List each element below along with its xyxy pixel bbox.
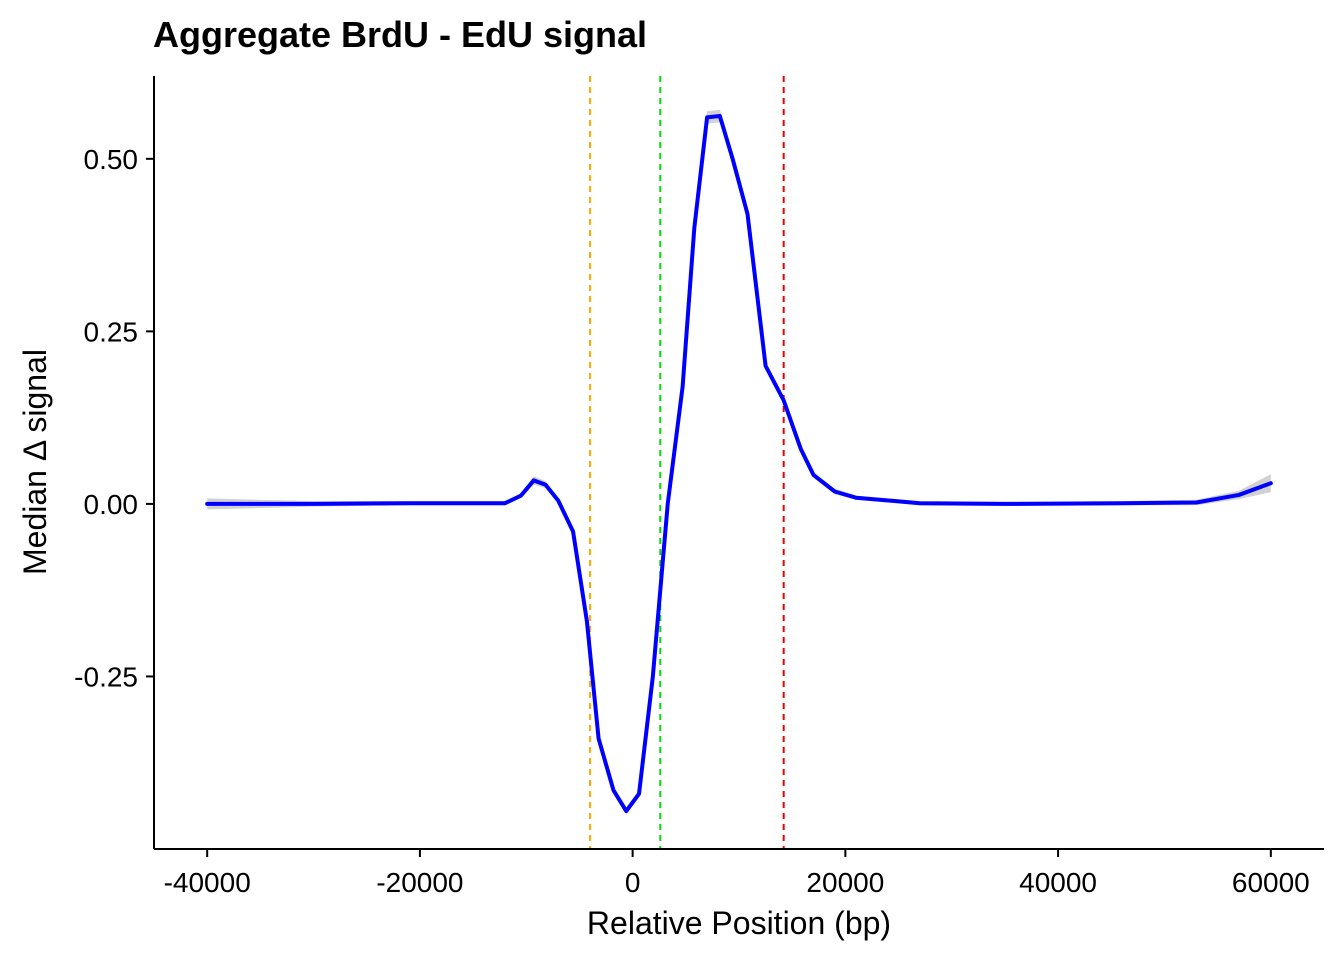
reference-lines: [589, 76, 785, 849]
y-tick-label: 0.25: [84, 316, 139, 347]
series-line: [205, 114, 1273, 814]
axes: -40000 -20000 0 20000 40000 60000 0.50 0.25 0.0…: [74, 76, 1324, 898]
x-axis-label: Relative Position (bp): [587, 905, 891, 941]
confidence-ribbons: [207, 109, 1271, 815]
y-ticks: 0.50 0.25 0.00 -0.25: [74, 144, 154, 692]
y-tick-label: 0.00: [84, 489, 139, 520]
x-ticks: -40000 -20000 0 20000 40000 60000: [164, 849, 1310, 898]
x-tick-label: -20000: [376, 867, 463, 898]
y-axis-label: Median Δ signal: [17, 349, 53, 575]
chart-title: Aggregate BrdU - EdU signal: [153, 14, 648, 55]
x-tick-label: 0: [625, 867, 641, 898]
x-tick-label: 40000: [1019, 867, 1097, 898]
y-tick-label: -0.25: [74, 661, 138, 692]
series-lines: [205, 114, 1273, 814]
x-tick-label: 20000: [806, 867, 884, 898]
y-tick-label: 0.50: [84, 144, 139, 175]
x-tick-label: 60000: [1232, 867, 1310, 898]
x-tick-label: -40000: [164, 867, 251, 898]
confidence-ribbon: [207, 109, 1271, 815]
